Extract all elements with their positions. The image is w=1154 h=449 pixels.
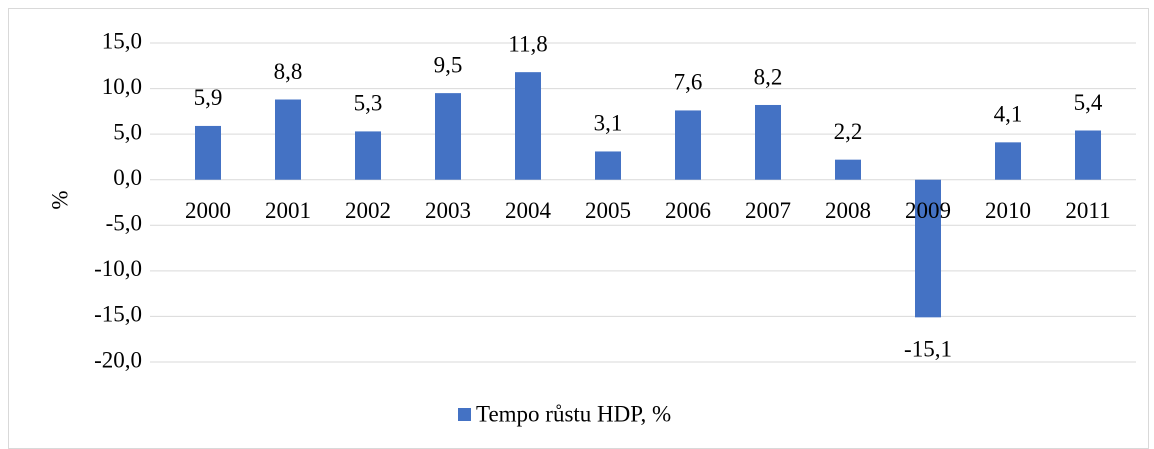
- chart-frame: [8, 8, 1149, 449]
- x-tick-label: 2004: [505, 198, 552, 223]
- y-tick-label: -10,0: [94, 256, 142, 281]
- y-tick-label: 0,0: [113, 165, 142, 190]
- bar: [915, 179, 941, 318]
- x-tick-label: 2000: [185, 198, 231, 223]
- bar: [195, 125, 221, 180]
- bar: [835, 159, 861, 180]
- data-label: 2,2: [834, 119, 863, 144]
- x-tick-label: 2009: [905, 198, 951, 223]
- bar: [355, 131, 381, 180]
- data-label: 3,1: [594, 111, 623, 136]
- y-tick-label: -5,0: [106, 211, 142, 236]
- y-tick-label: 15,0: [102, 28, 142, 53]
- x-tick-label: 2003: [425, 198, 471, 223]
- data-label: 5,3: [354, 91, 383, 116]
- x-tick-label: 2006: [665, 198, 711, 223]
- y-tick-label: 5,0: [113, 119, 142, 144]
- legend-label: Tempo růstu HDP, %: [476, 401, 671, 426]
- data-label: 11,8: [508, 31, 547, 56]
- legend-swatch: [458, 408, 471, 421]
- x-tick-label: 2001: [265, 198, 311, 223]
- bar: [995, 142, 1021, 180]
- bar: [275, 99, 301, 180]
- bar: [755, 104, 781, 180]
- x-tick-label: 2002: [345, 198, 391, 223]
- y-tick-label: -15,0: [94, 302, 142, 327]
- x-tick-label: 2007: [745, 198, 791, 223]
- data-label: 4,1: [994, 102, 1023, 127]
- bar: [1075, 130, 1101, 180]
- data-label: 7,6: [674, 70, 703, 95]
- bar: [515, 72, 541, 180]
- data-label: 8,8: [274, 59, 303, 84]
- y-tick-label: -20,0: [94, 347, 142, 372]
- data-label: 8,2: [754, 64, 783, 89]
- bar: [595, 151, 621, 180]
- data-label: 9,5: [434, 52, 463, 77]
- x-tick-label: 2011: [1065, 198, 1110, 223]
- x-tick-label: 2005: [585, 198, 631, 223]
- x-tick-label: 2008: [825, 198, 871, 223]
- x-tick-label: 2010: [985, 198, 1031, 223]
- data-label: 5,9: [194, 85, 223, 110]
- y-axis-label: %: [47, 190, 72, 209]
- data-label: 5,4: [1074, 90, 1103, 115]
- bar: [675, 110, 701, 180]
- y-tick-label: 10,0: [102, 74, 142, 99]
- data-label: -15,1: [904, 337, 952, 362]
- bar: [435, 93, 461, 180]
